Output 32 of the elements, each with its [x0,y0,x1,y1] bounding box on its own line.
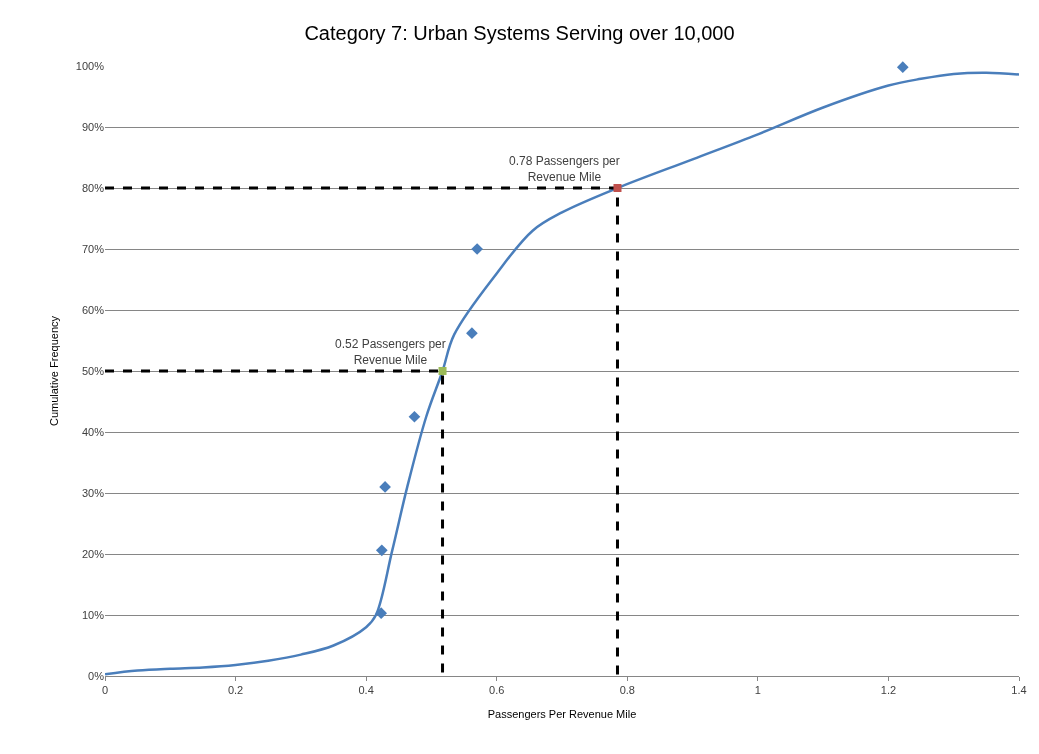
x-tick-label: 1.2 [880,684,897,697]
y-tick-label: 40% [81,425,105,438]
y-tick-label: 90% [81,120,105,133]
y-tick-label: 20% [81,547,105,560]
point [375,544,388,557]
chart-title: Category 7: Urban Systems Serving over 10,000 [304,22,735,45]
x-tick-label: 0 [101,684,109,697]
point [438,367,447,375]
x-tick-label: 1 [754,684,761,697]
annotation: 0.78 Passengers per Revenue Mile [509,154,620,184]
point [613,184,622,192]
x-tick-label: 0.2 [227,684,244,697]
x-axis-title: Passengers Per Revenue Mile [487,708,637,721]
y-tick-label: 30% [81,486,105,499]
y-axis-title: Cumulative Frequency [47,315,60,427]
point [375,607,388,620]
y-tick-label: 0% [88,669,105,682]
x-tick-label: 0.4 [358,684,374,697]
point [408,410,421,423]
x-tick-label: 1.4 [1011,684,1027,697]
y-tick-label: 60% [81,303,105,316]
point [466,327,478,340]
y-tick-label: 10% [81,608,105,621]
y-tick-label: 70% [81,242,105,255]
y-tick-label: 100% [75,59,105,72]
y-tick-label: 50% [81,364,105,377]
x-tick-label: 0.6 [489,684,505,697]
point [896,61,909,74]
y-tick-label: 80% [81,181,105,194]
point [379,481,391,493]
x-tick-label: 0.8 [619,684,635,697]
annotation: 0.52 Passengers per Revenue Mile [335,337,446,367]
